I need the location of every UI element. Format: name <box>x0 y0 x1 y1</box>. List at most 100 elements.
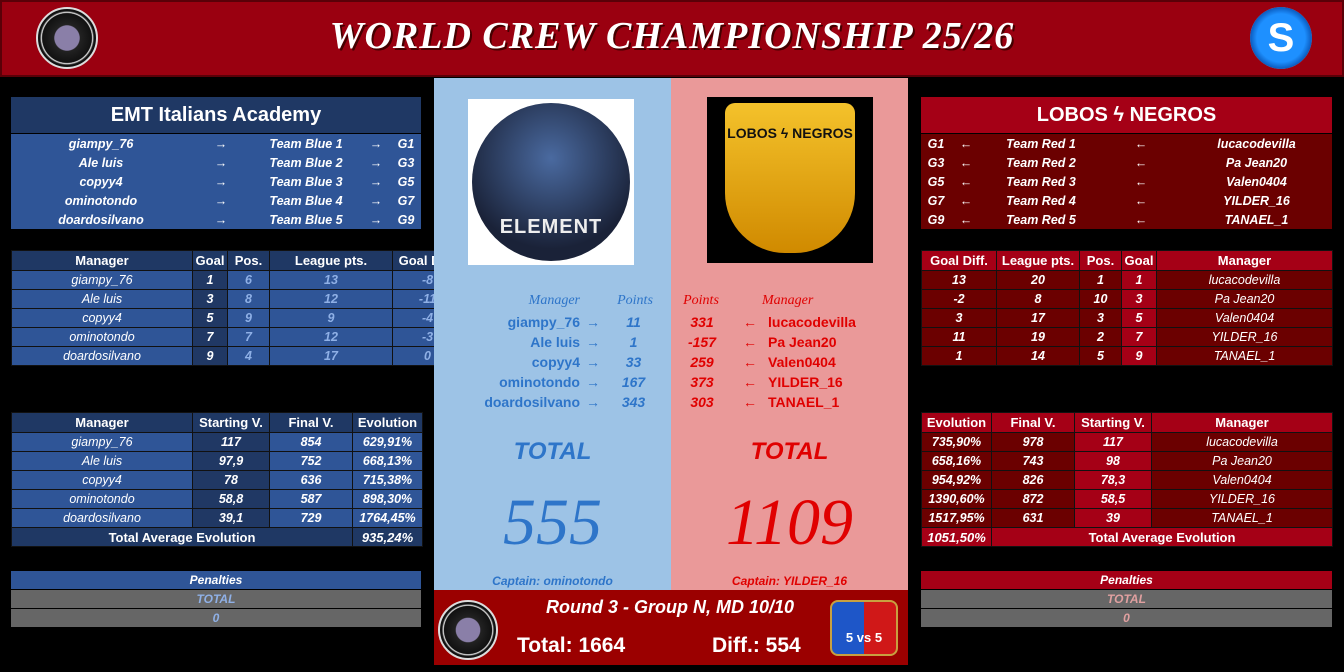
table-cell: G1 <box>391 134 421 153</box>
table-cell: 58,5 <box>1074 489 1152 509</box>
points-value: 167 <box>621 374 646 390</box>
table-row: 1390,60% 872 58,5 YILDER_16 <box>921 489 1333 509</box>
points-row: copyy4 → 33 <box>440 352 670 372</box>
table-row: G5 ← Team Red 3 ← Valen0404 <box>921 172 1332 191</box>
table-row: 1 14 5 9 TANAEL_1 <box>921 346 1333 366</box>
total-average-row: 1051,50% Total Average Evolution <box>921 527 1333 547</box>
column-header: Evolution <box>352 412 423 433</box>
table-cell: 629,91% <box>352 432 423 452</box>
table-cell: Team Red 1 <box>981 134 1101 153</box>
table-cell: 2 <box>1079 327 1122 347</box>
red-points-manager-header: Manager <box>762 293 814 308</box>
blue-team-logo: ELEMENT <box>468 99 634 265</box>
column-header: Manager <box>11 250 193 271</box>
points-row: 259 ← Valen0404 <box>672 352 908 372</box>
table-row: giampy_76 1 6 13 -8 <box>11 270 463 290</box>
table-cell: ominotondo <box>11 191 191 210</box>
table-cell: 668,13% <box>352 451 423 471</box>
blue-values-table: Manager Starting V. Final V. Evolution giamp… <box>11 412 423 547</box>
column-header: League pts. <box>269 250 393 271</box>
table-cell: Pa Jean20 <box>1181 153 1332 172</box>
blue-stats-table: Manager Goal Pos. League pts. Goal Diff. giam… <box>11 250 463 366</box>
table-row: G7 ← Team Red 4 ← YILDER_16 <box>921 191 1332 210</box>
table-cell: giampy_76 <box>11 270 193 290</box>
table-cell: 5 <box>1079 346 1122 366</box>
table-cell: 12 <box>269 327 393 347</box>
table-cell: ← <box>951 134 981 153</box>
table-cell: 1390,60% <box>921 489 992 509</box>
points-manager: giampy_76 <box>507 314 580 330</box>
s-logo-icon: S <box>1250 7 1312 69</box>
table-cell: 8 <box>227 289 270 309</box>
table-cell: 17 <box>269 346 393 366</box>
table-cell: 39,1 <box>192 508 270 528</box>
red-values-table: Evolution Final V. Starting V. Manager 735,9… <box>921 412 1333 547</box>
points-value: 343 <box>621 394 646 410</box>
red-lineup-table: G1 ← Team Red 1 ← lucacodevilla G3 ← Team Red 2… <box>921 134 1332 229</box>
red-points-list: 331 ← lucacodevilla -157 ← Pa Jean20 259 ← Valen… <box>672 312 908 412</box>
table-cell: 5 <box>1121 308 1157 328</box>
table-cell: 1 <box>1121 270 1157 290</box>
table-cell: 39 <box>1074 508 1152 528</box>
diff-value: 554 <box>765 634 801 657</box>
table-cell: → <box>361 210 391 229</box>
table-cell: 9 <box>192 346 228 366</box>
column-header: Final V. <box>991 412 1075 433</box>
points-row: 331 ← lucacodevilla <box>672 312 908 332</box>
table-row: 954,92% 826 78,3 Valen0404 <box>921 470 1333 490</box>
table-cell: 78,3 <box>1074 470 1152 490</box>
table-cell: lucacodevilla <box>1181 134 1332 153</box>
5vs5-badge: 5 vs 5 <box>830 600 898 656</box>
score-diff: Diff.: 554 <box>712 634 801 658</box>
table-cell: Pa Jean20 <box>1151 451 1333 471</box>
points-row: 373 ← YILDER_16 <box>672 372 908 392</box>
table-cell: copyy4 <box>11 308 193 328</box>
blue-team-name: EMT Italians Academy <box>11 97 421 133</box>
table-cell: ominotondo <box>11 489 193 509</box>
column-header: Manager <box>1151 412 1333 433</box>
table-cell: lucacodevilla <box>1151 432 1333 452</box>
table-cell: 9 <box>227 308 270 328</box>
red-stats-table: Goal Diff. League pts. Pos. Goal Manager 13 20… <box>921 250 1333 366</box>
points-manager: Pa Jean20 <box>768 334 837 350</box>
table-cell: 658,16% <box>921 451 992 471</box>
table-cell: ← <box>951 191 981 210</box>
red-captain: Captain: YILDER_16 <box>731 574 848 588</box>
blue-penalties-label: Penalties <box>11 571 421 589</box>
table-cell: 954,92% <box>921 470 992 490</box>
table-cell: → <box>361 134 391 153</box>
total-average-row: Total Average Evolution 935,24% <box>11 527 423 547</box>
table-cell: → <box>191 210 251 229</box>
table-cell: YILDER_16 <box>1156 327 1333 347</box>
round-info: Round 3 - Group N, MD 10/10 <box>545 597 795 617</box>
points-manager: copyy4 <box>531 354 580 370</box>
table-cell: Team Blue 3 <box>251 172 361 191</box>
total-value: 1664 <box>578 634 626 657</box>
table-cell: 735,90% <box>921 432 992 452</box>
points-row: 303 ← TANAEL_1 <box>672 392 908 412</box>
table-cell: Team Red 4 <box>981 191 1101 210</box>
arrow-right-icon: → <box>586 354 600 370</box>
table-cell: G1 <box>921 134 951 153</box>
table-cell: Ale luis <box>11 153 191 172</box>
blue-points-list: giampy_76 → 11 Ale luis → 1 copyy4 → 33 ominotond… <box>440 312 670 412</box>
column-header: Manager <box>1156 250 1333 271</box>
table-cell: 14 <box>996 346 1080 366</box>
column-header: Goal Diff. <box>921 250 997 271</box>
column-header: Evolution <box>921 412 992 433</box>
table-cell: Team Red 5 <box>981 210 1101 229</box>
table-cell: Valen0404 <box>1181 172 1332 191</box>
table-cell: 1517,95% <box>921 508 992 528</box>
table-cell: 13 <box>921 270 997 290</box>
table-cell: 1 <box>921 346 997 366</box>
column-header: Manager <box>11 412 193 433</box>
points-value: 259 <box>690 354 714 370</box>
blue-points-manager-header: Manager <box>528 293 580 308</box>
points-row: giampy_76 → 11 <box>440 312 670 332</box>
table-cell: YILDER_16 <box>1181 191 1332 210</box>
column-header: Pos. <box>227 250 270 271</box>
blue-penalties-total-label: TOTAL <box>11 590 421 608</box>
combined-total: Total: 1664 <box>517 634 625 658</box>
points-manager: YILDER_16 <box>768 374 843 390</box>
table-cell: giampy_76 <box>11 134 191 153</box>
